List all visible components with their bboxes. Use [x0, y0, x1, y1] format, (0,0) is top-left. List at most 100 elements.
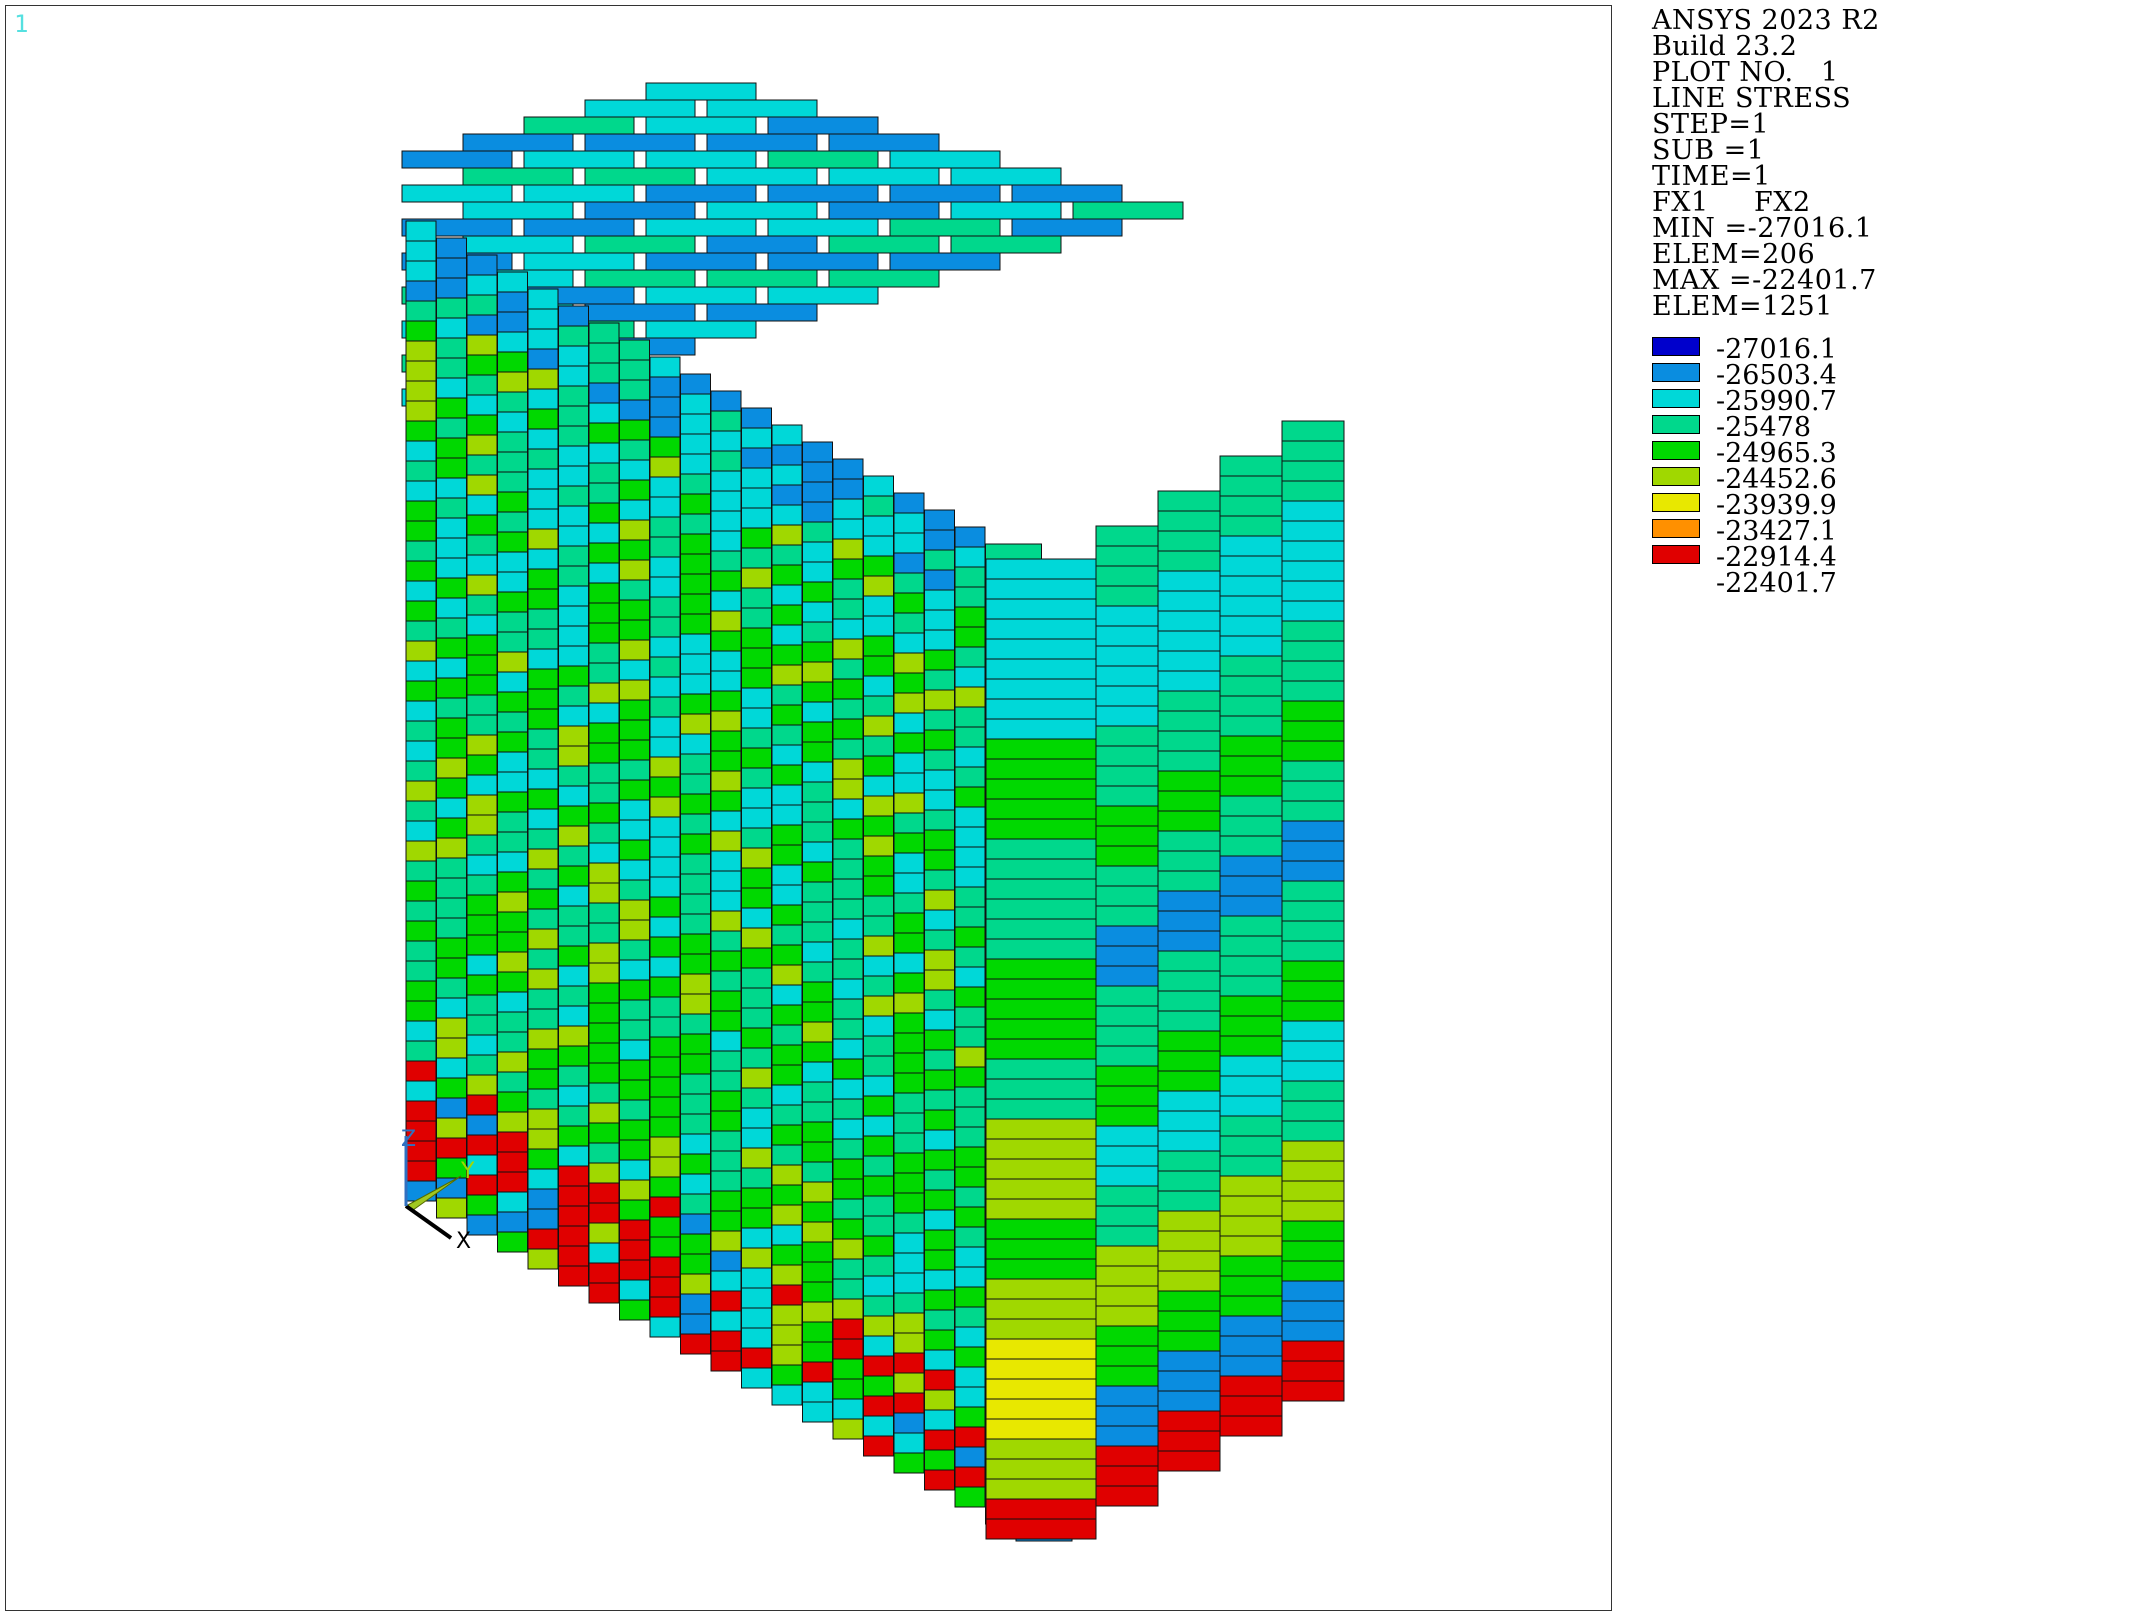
beam-element	[497, 391, 528, 413]
beam-element	[954, 1246, 986, 1268]
legend-swatch	[1652, 415, 1700, 434]
front-face-element	[1281, 460, 1345, 482]
front-face-element	[1095, 1305, 1159, 1327]
top-slat-element	[706, 133, 818, 152]
beam-element	[741, 1227, 772, 1249]
beam-element	[436, 857, 467, 879]
legend-value: -23427.1	[1716, 516, 1837, 547]
beam-element	[802, 541, 833, 563]
beam-model-plot[interactable]	[6, 6, 1612, 1611]
top-slat-element	[584, 269, 696, 288]
beam-element	[924, 849, 955, 871]
beam-element	[924, 1289, 955, 1311]
front-face-element	[1281, 1120, 1345, 1142]
beam-element	[741, 967, 772, 989]
beam-element	[649, 816, 681, 838]
legend-value: -23939.9	[1716, 490, 1837, 521]
beam-element	[741, 687, 772, 709]
front-face-element	[1281, 860, 1345, 882]
beam-element	[405, 760, 437, 782]
beam-element	[741, 1147, 772, 1169]
beam-element	[436, 277, 467, 299]
beam-element	[558, 1185, 589, 1207]
beam-element	[405, 420, 437, 442]
beam-element	[771, 1264, 803, 1286]
beam-element	[954, 1186, 986, 1208]
beam-element	[893, 872, 925, 894]
beam-element	[954, 666, 986, 688]
beam-element	[954, 566, 986, 588]
beam-element	[405, 1100, 437, 1122]
beam-element	[405, 1020, 437, 1042]
graphics-viewport[interactable]: 1 Y Z X	[5, 5, 1612, 1611]
beam-element	[497, 1111, 528, 1133]
front-face-element	[1219, 575, 1283, 597]
beam-element	[619, 979, 650, 1001]
beam-element	[832, 818, 864, 840]
beam-element	[832, 678, 864, 700]
beam-element	[802, 821, 833, 843]
beam-element	[863, 755, 894, 777]
beam-element	[466, 434, 498, 456]
beam-element	[832, 458, 864, 480]
beam-element	[893, 1352, 925, 1374]
beam-element	[527, 408, 559, 430]
beam-element	[527, 348, 559, 370]
front-face-element	[1157, 1370, 1221, 1392]
beam-element	[558, 585, 589, 607]
front-face-element	[1095, 1445, 1159, 1467]
beam-element	[710, 1230, 742, 1252]
beam-element	[436, 357, 467, 379]
beam-element	[466, 314, 498, 336]
beam-element	[558, 1025, 589, 1047]
beam-element	[710, 1070, 742, 1092]
beam-element	[710, 1350, 742, 1372]
beam-element	[893, 1092, 925, 1114]
beam-element	[558, 1105, 589, 1127]
front-face-element	[1095, 1105, 1159, 1127]
beam-element	[649, 556, 681, 578]
beam-element	[802, 1361, 833, 1383]
beam-element	[436, 497, 467, 519]
beam-element	[619, 759, 650, 781]
beam-element	[771, 1004, 803, 1026]
beam-element	[497, 531, 528, 553]
beam-element	[954, 1126, 986, 1148]
legend-value: -24452.6	[1716, 464, 1837, 495]
beam-element	[680, 773, 711, 795]
beam-element	[771, 1364, 803, 1386]
front-face-element	[1095, 1205, 1159, 1227]
beam-element	[436, 517, 467, 539]
beam-element	[893, 772, 925, 794]
beam-element	[466, 634, 498, 656]
front-face-element	[985, 1178, 1097, 1200]
beam-element	[649, 356, 681, 378]
beam-element	[832, 1078, 864, 1100]
beam-element	[771, 1244, 803, 1266]
beam-element	[741, 547, 772, 569]
front-face-element	[1219, 1395, 1283, 1417]
beam-element	[924, 1449, 955, 1471]
beam-element	[954, 1386, 986, 1408]
beam-element	[863, 895, 894, 917]
legend-value: -22914.4	[1716, 542, 1837, 573]
beam-element	[619, 539, 650, 561]
front-face-element	[1219, 1315, 1283, 1337]
beam-element	[893, 1412, 925, 1434]
beam-element	[466, 614, 498, 636]
beam-element	[863, 1115, 894, 1137]
beam-element	[954, 546, 986, 568]
beam-element	[436, 697, 467, 719]
beam-element	[466, 754, 498, 776]
beam-element	[893, 732, 925, 754]
front-face-element	[1281, 760, 1345, 782]
beam-element	[436, 597, 467, 619]
beam-element	[649, 776, 681, 798]
beam-element	[588, 822, 620, 844]
beam-element	[741, 887, 772, 909]
beam-element	[405, 800, 437, 822]
beam-element	[466, 794, 498, 816]
beam-element	[710, 1110, 742, 1132]
front-face-element	[1157, 950, 1221, 972]
beam-element	[680, 693, 711, 715]
